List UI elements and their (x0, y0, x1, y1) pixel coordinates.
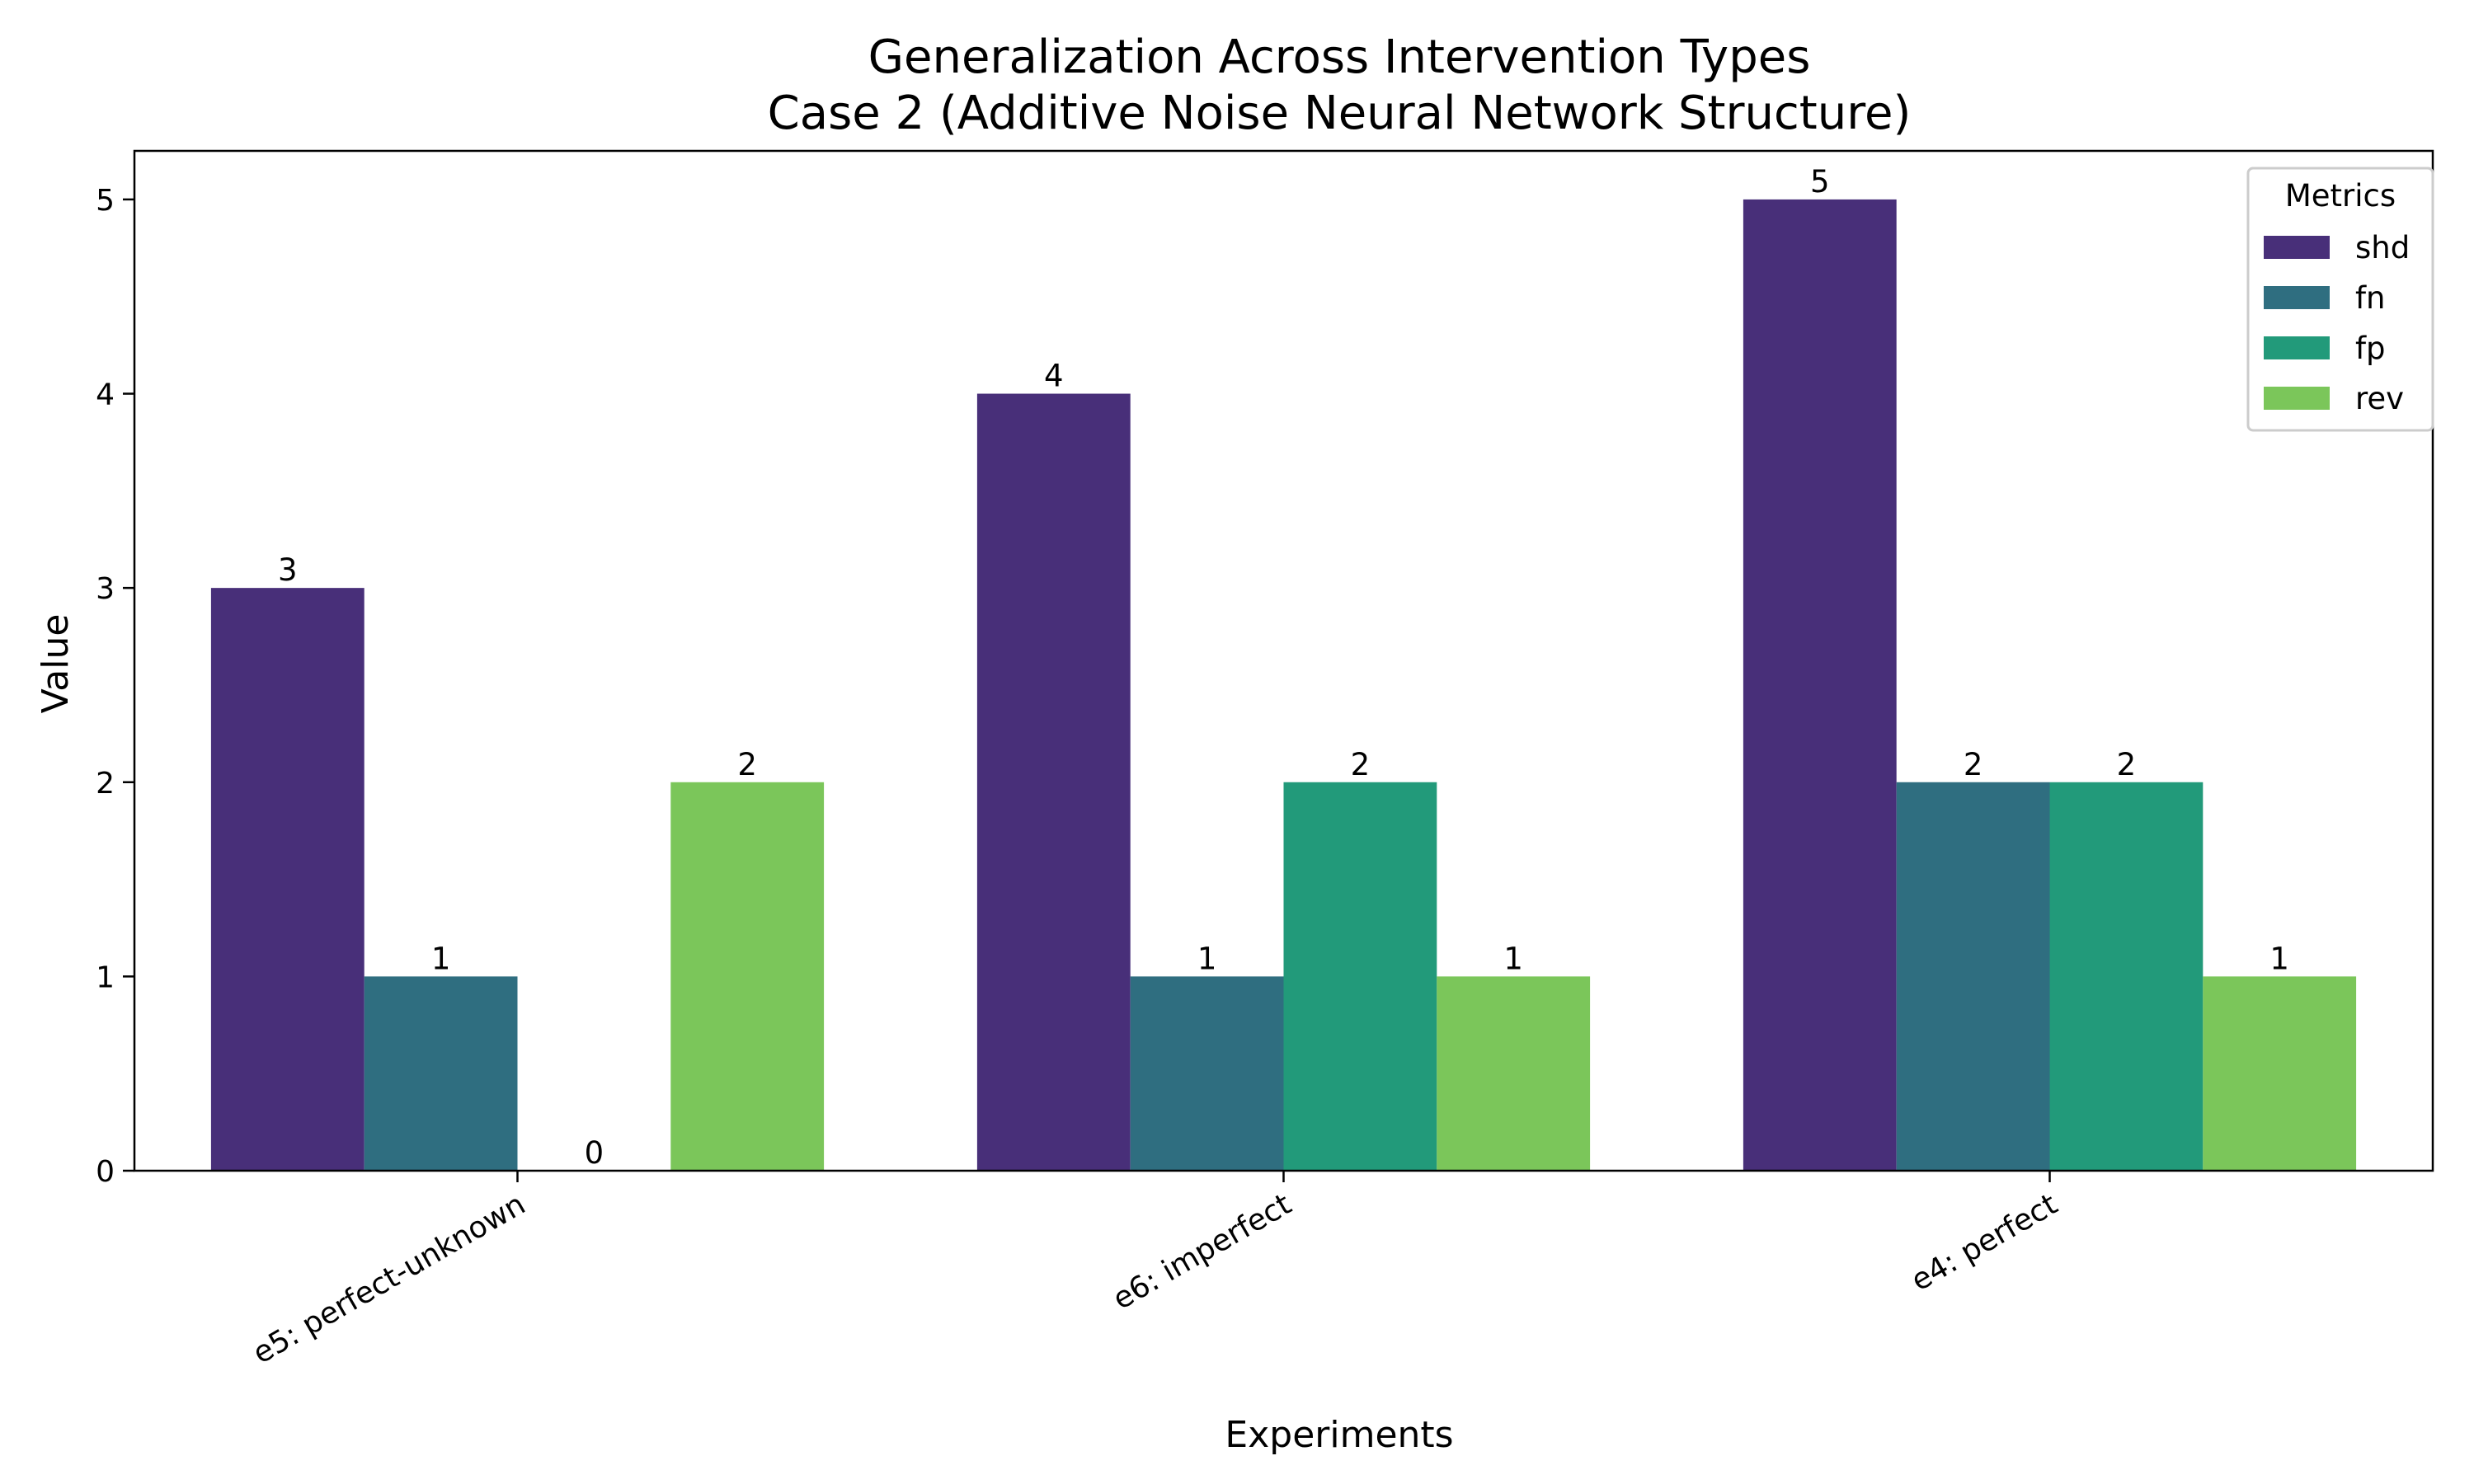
legend: Metrics shd fn fp rev (2246, 167, 2434, 432)
legend-swatch-fn (2264, 286, 2330, 309)
bar-rev-3 (2203, 976, 2357, 1171)
bar-rev-1 (670, 782, 825, 1171)
legend-label-rev: rev (2355, 381, 2404, 416)
legend-title: Metrics (2285, 178, 2396, 214)
data-label-rev-3: 1 (2269, 941, 2289, 976)
data-label-shd-3: 5 (1810, 164, 1830, 200)
data-label-rev-1: 2 (737, 747, 757, 782)
data-label-fn-3: 2 (1964, 747, 1983, 782)
y-tick-label: 1 (96, 960, 115, 994)
bar-shd-2 (976, 393, 1131, 1171)
bar-fp-2 (1283, 782, 1437, 1171)
data-label-fn-1: 1 (431, 941, 451, 976)
chart-title-line1: Generalization Across Intervention Types (868, 31, 1811, 84)
legend-swatch-shd (2264, 236, 2330, 259)
bar-fn-1 (364, 976, 518, 1171)
y-tick-label: 3 (96, 572, 115, 606)
y-tick-label: 4 (96, 378, 115, 412)
y-tick-label: 5 (96, 184, 115, 218)
bar-fn-3 (1896, 782, 2050, 1171)
data-label-shd-2: 4 (1044, 359, 1064, 394)
legend-label-fn: fn (2355, 280, 2385, 316)
data-labels-layer: 3 1 0 2 4 1 2 1 5 2 2 1 (278, 164, 2289, 1171)
bar-shd-3 (1743, 199, 1897, 1171)
legend-label-fp: fp (2355, 331, 2386, 366)
y-tick-label: 2 (96, 767, 115, 801)
bar-fp-3 (2049, 782, 2204, 1171)
legend-label-shd: shd (2355, 230, 2410, 265)
y-axis-label: Value (35, 614, 77, 714)
bar-fn-2 (1130, 976, 1284, 1171)
chart-title-line2: Case 2 (Additive Noise Neural Network St… (768, 87, 1912, 140)
bar-shd-1 (210, 588, 365, 1171)
y-tick-label: 0 (96, 1155, 115, 1189)
data-label-rev-2: 1 (1503, 941, 1523, 976)
legend-swatch-fp (2264, 336, 2330, 359)
x-axis-label: Experiments (1225, 1414, 1453, 1456)
bar-rev-2 (1437, 976, 1591, 1171)
data-label-fn-2: 1 (1197, 941, 1217, 976)
data-label-fp-2: 2 (1351, 747, 1371, 782)
data-label-shd-1: 3 (278, 552, 298, 588)
data-label-fp-1: 0 (585, 1135, 604, 1171)
data-label-fp-3: 2 (2117, 747, 2137, 782)
legend-swatch-rev (2264, 387, 2330, 410)
bars-layer (210, 199, 2357, 1171)
legend-frame (2246, 167, 2434, 432)
